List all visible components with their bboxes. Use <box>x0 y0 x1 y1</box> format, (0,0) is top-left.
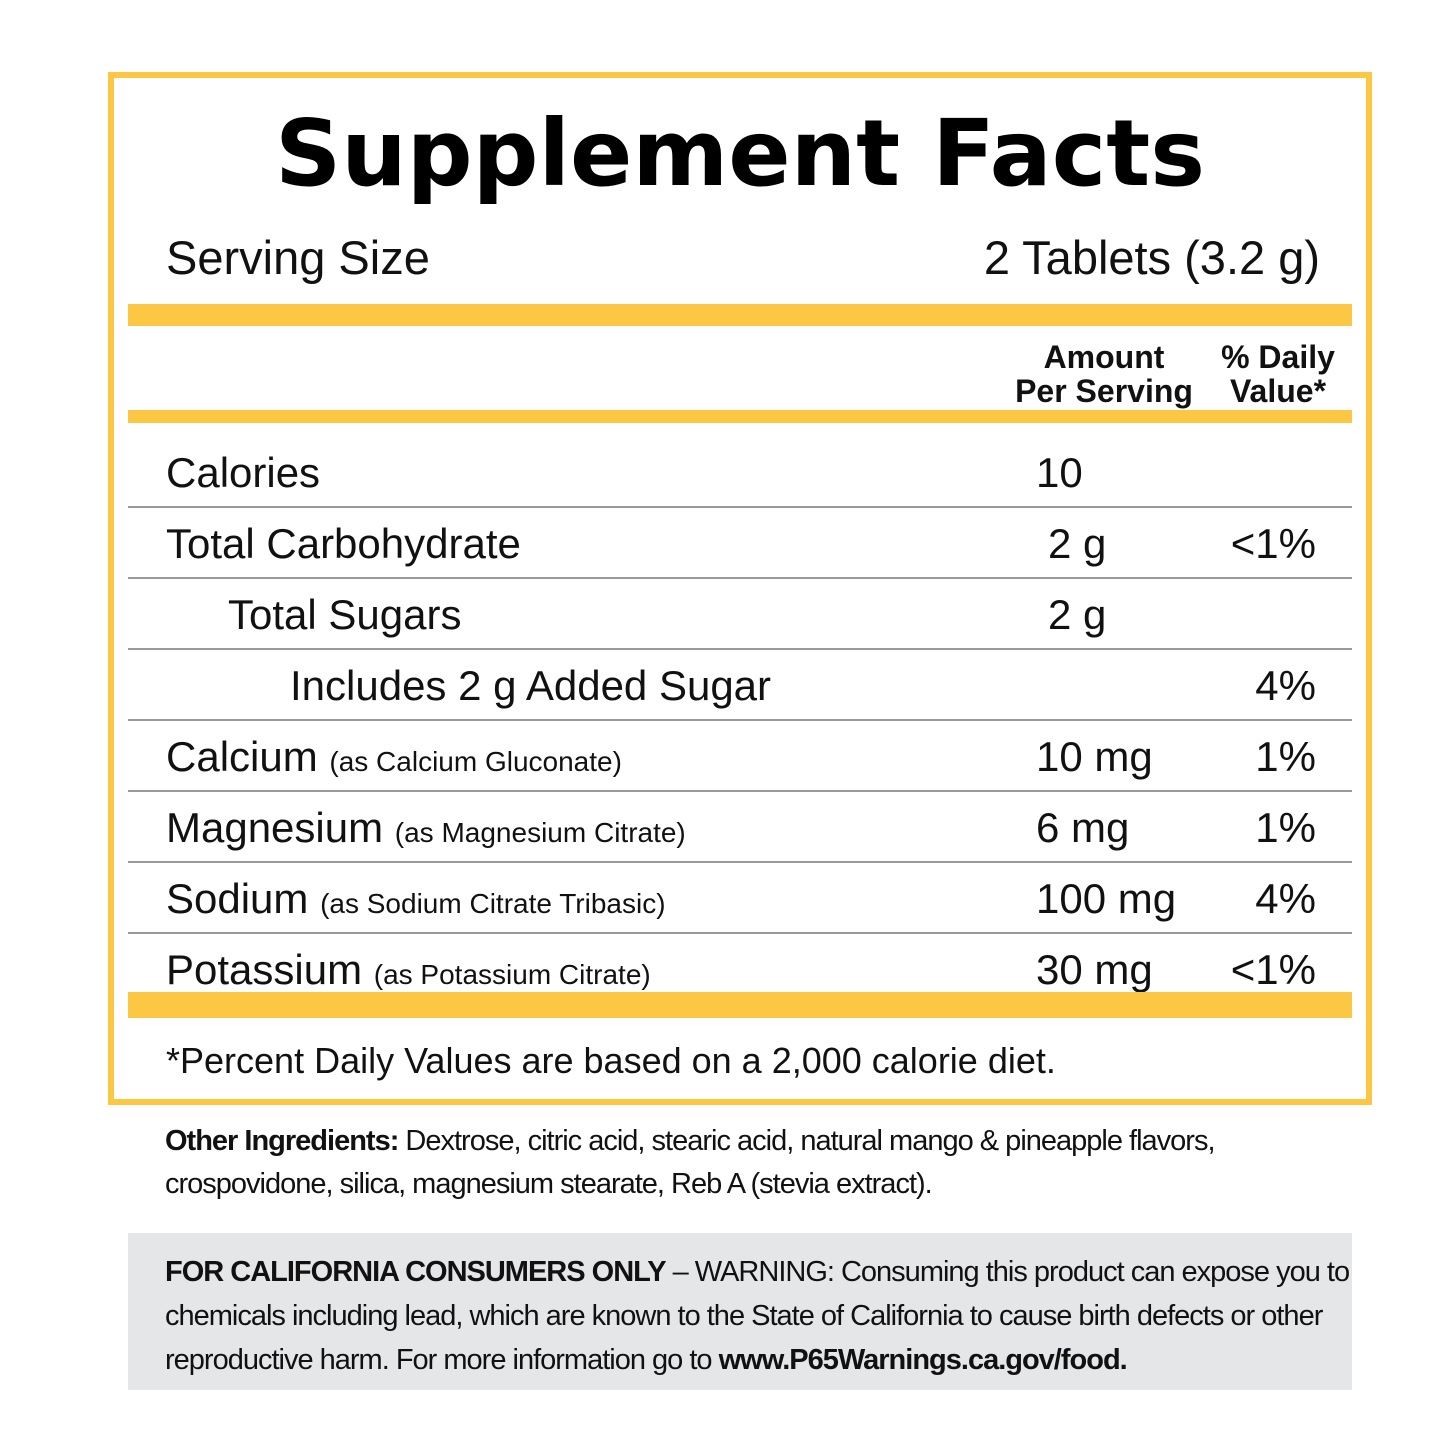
nutrient-daily-value: 4% <box>1255 662 1316 709</box>
nutrient-label: Sodium <box>166 875 309 922</box>
table-row: Calcium (as Calcium Gluconate) 10 mg 1% <box>128 721 1352 792</box>
table-row: Potassium (as Potassium Citrate) 30 mg <1% <box>128 934 1352 1005</box>
table-row: Magnesium (as Magnesium Citrate) 6 mg 1% <box>128 792 1352 863</box>
nutrient-label: Includes 2 g Added Sugar <box>290 662 772 709</box>
other-ingredients-text: Dextrose, citric acid, stearic acid, nat… <box>165 1125 1215 1200</box>
nutrient-daily-value: <1% <box>1230 946 1316 993</box>
row-divider <box>128 577 1352 579</box>
supplement-facts-panel: Supplement Facts Serving Size 2 Tablets … <box>108 72 1372 1105</box>
table-row: Total Sugars 2 g <box>128 579 1352 650</box>
nutrient-daily-value: 1% <box>1255 804 1316 851</box>
serving-size-value: 2 Tablets (3.2 g) <box>983 231 1320 284</box>
nutrient-amount: 6 mg <box>1036 804 1130 851</box>
dv-header-line1: % Daily <box>1221 339 1335 375</box>
nutrient-name: Potassium (as Potassium Citrate) <box>166 942 651 1003</box>
warning-link[interactable]: www.P65Warnings.ca.gov/food. <box>718 1344 1128 1376</box>
divider-bar-header <box>128 410 1352 423</box>
warning-body: – WARNING: Consuming this product can ex… <box>165 1256 1350 1376</box>
nutrient-source: (as Magnesium Citrate) <box>394 817 686 848</box>
prop65-warning-box: FOR CALIFORNIA CONSUMERS ONLY – WARNING:… <box>128 1233 1352 1390</box>
amount-header-line1: Amount <box>1043 339 1165 375</box>
nutrient-label: Calories <box>166 449 321 496</box>
nutrient-name: Total Carbohydrate <box>166 516 521 572</box>
row-divider <box>128 719 1352 721</box>
nutrient-label: Total Sugars <box>228 591 462 638</box>
table-row: Total Carbohydrate 2 g <1% <box>128 508 1352 579</box>
nutrient-name: Calcium (as Calcium Gluconate) <box>166 729 622 790</box>
nutrient-source: (as Calcium Gluconate) <box>329 746 622 777</box>
daily-value-header: % Daily Value* <box>1208 340 1348 408</box>
amount-header-line2: Per Serving <box>1015 373 1193 409</box>
table-row: Includes 2 g Added Sugar 4% <box>128 650 1352 721</box>
row-divider <box>128 861 1352 863</box>
amount-per-serving-header: Amount Per Serving <box>994 340 1214 408</box>
divider-bar-top <box>128 304 1352 326</box>
nutrient-amount: 10 mg <box>1036 733 1153 780</box>
nutrient-daily-value: <1% <box>1230 520 1316 567</box>
nutrient-name: Sodium (as Sodium Citrate Tribasic) <box>166 871 666 932</box>
nutrient-label: Potassium <box>166 946 363 993</box>
page-title: Supplement Facts <box>275 100 1205 207</box>
divider-bar-bottom <box>128 992 1352 1018</box>
nutrient-label: Calcium <box>166 733 318 780</box>
nutrient-amount: 10 <box>1036 449 1083 496</box>
table-row: Calories 10 <box>128 437 1352 508</box>
nutrient-name: Includes 2 g Added Sugar <box>290 658 771 714</box>
nutrient-name: Calories <box>166 445 320 501</box>
nutrient-amount: 2 g <box>1048 591 1107 638</box>
nutrient-label: Magnesium <box>166 804 384 851</box>
nutrient-daily-value: 1% <box>1255 733 1316 780</box>
nutrient-label: Total Carbohydrate <box>166 520 521 567</box>
dv-header-line2: Value* <box>1229 373 1327 409</box>
table-row: Sodium (as Sodium Citrate Tribasic) 100 m… <box>128 863 1352 934</box>
nutrient-source: (as Potassium Citrate) <box>373 959 651 990</box>
row-divider <box>128 506 1352 508</box>
row-divider <box>128 790 1352 792</box>
nutrient-amount: 30 mg <box>1036 946 1153 993</box>
warning-prefix: FOR CALIFORNIA CONSUMERS ONLY <box>165 1256 667 1288</box>
nutrient-amount: 2 g <box>1048 520 1107 567</box>
warning-text: FOR CALIFORNIA CONSUMERS ONLY – WARNING:… <box>165 1250 1355 1382</box>
nutrient-source: (as Sodium Citrate Tribasic) <box>320 888 666 919</box>
nutrient-daily-value: 4% <box>1255 875 1316 922</box>
other-ingredients: Other Ingredients: Dextrose, citric acid… <box>165 1120 1315 1206</box>
row-divider <box>128 648 1352 650</box>
nutrient-amount: 100 mg <box>1036 875 1177 922</box>
daily-value-footnote: *Percent Daily Values are based on a 2,0… <box>166 1040 1056 1081</box>
nutrient-name: Total Sugars <box>228 587 461 643</box>
serving-size-label: Serving Size <box>166 231 430 284</box>
other-ingredients-label: Other Ingredients: <box>165 1125 399 1157</box>
row-divider <box>128 932 1352 934</box>
nutrient-name: Magnesium (as Magnesium Citrate) <box>166 800 686 861</box>
